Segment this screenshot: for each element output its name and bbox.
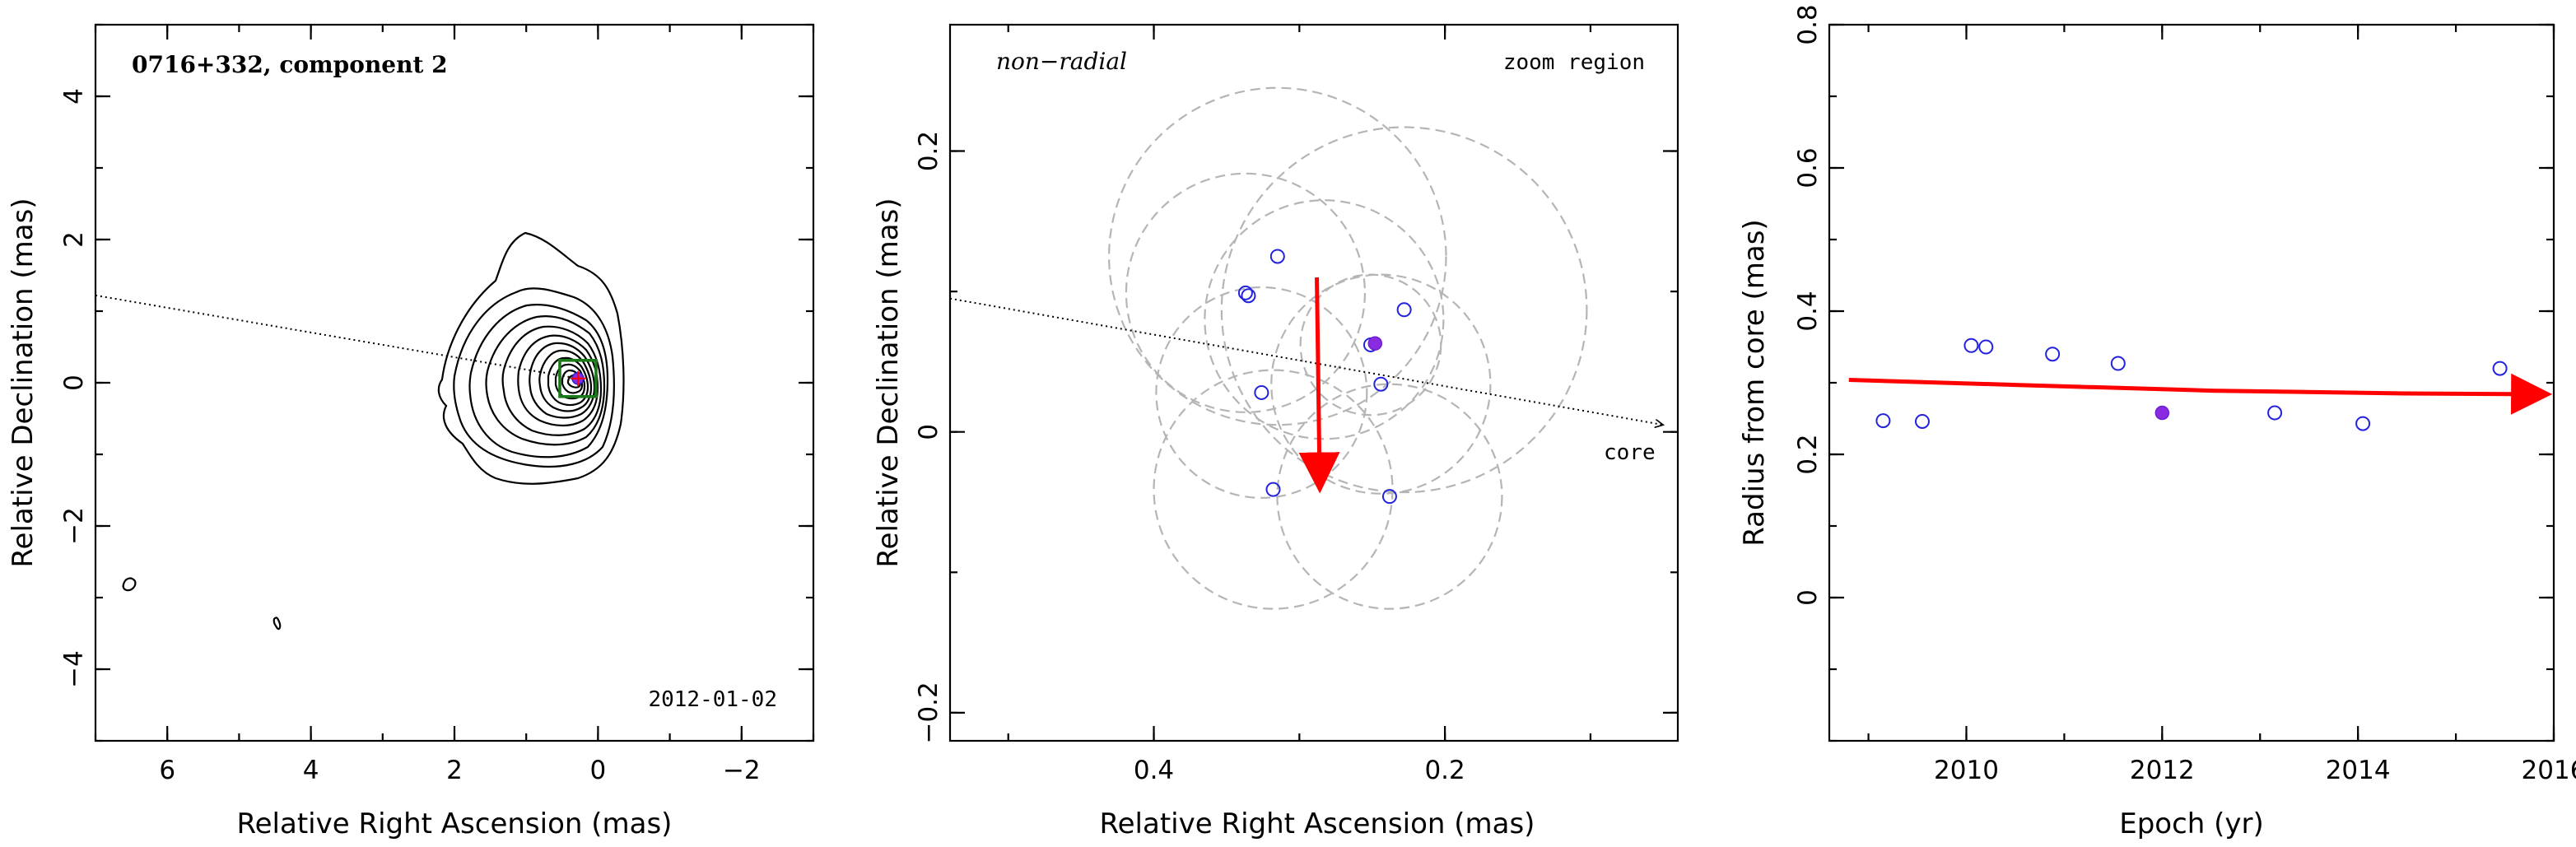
position-point (1254, 384, 1269, 400)
uncertainty-circle (1270, 273, 1492, 495)
y-tick-label: 2 (59, 231, 89, 248)
radius-point (1875, 413, 1891, 429)
position-point (1269, 249, 1285, 264)
radius-point (1963, 337, 1979, 353)
tick-labels: 6 4 2 0 −2 −4 −2 0 2 4 (59, 88, 761, 785)
x-axis-label: Epoch (yr) (2119, 807, 2264, 840)
panel-zoom-region: 0.4 0.2 −0.2 0 0.2 non−radial zoom region co… (872, 23, 1679, 840)
core-label: core (1604, 440, 1656, 465)
x-tick-label: 0.4 (1134, 756, 1174, 785)
x-axis-label: Relative Right Ascension (mas) (1100, 807, 1535, 840)
y-axis-label: Radius from core (mas) (1738, 219, 1771, 546)
position-point (1373, 376, 1389, 392)
x-tick-label: 4 (303, 756, 319, 785)
isolated-contour-1 (122, 577, 137, 592)
x-tick-label: 0.2 (1424, 756, 1465, 785)
position-point (1396, 302, 1412, 318)
zoom-region-label: zoom region (1503, 50, 1645, 75)
radial-fit-arrow (1848, 373, 2553, 415)
contour-level-11 (561, 369, 584, 394)
tick-labels: 2010 2012 2014 2016 0 0.2 0.4 0.6 0.8 (1793, 4, 2576, 785)
uncertainty-circle (1220, 126, 1588, 494)
radius-point (2267, 405, 2283, 421)
component-positions (1237, 249, 1412, 505)
uncertainty-circles (1107, 86, 1588, 610)
core-direction-line (950, 297, 1663, 426)
tick-marks (1829, 23, 2555, 742)
tick-marks (94, 23, 815, 742)
motion-vector-arrow (1298, 277, 1340, 494)
x-tick-label: 6 (159, 756, 175, 785)
uncertainty-circle (1125, 172, 1367, 413)
contour-level-7 (529, 342, 596, 419)
y-tick-label: 0.6 (1793, 147, 1823, 188)
panel-contour-map: 6 4 2 0 −2 −4 −2 0 2 4 (7, 23, 815, 840)
position-point (1265, 482, 1281, 497)
contour-level-4 (485, 315, 606, 446)
contour-level-3 (468, 304, 609, 458)
component-fit-box (558, 358, 598, 398)
uncertainty-circle (1153, 369, 1394, 610)
y-tick-label: 0.8 (1793, 4, 1823, 44)
contour-level-8 (538, 349, 593, 412)
y-axis-label: Relative Declination (mas) (7, 198, 40, 567)
contour-level-5 (501, 325, 603, 436)
plot-frame (948, 23, 1679, 742)
y-tick-label: 4 (59, 88, 89, 105)
selected-radius-point (2154, 405, 2170, 421)
x-tick-label: 2012 (2130, 756, 2195, 785)
position-point (1237, 285, 1253, 300)
y-tick-label: 0 (1793, 589, 1823, 606)
contour-set (437, 231, 625, 485)
panel-radius-vs-epoch: 2010 2012 2014 2016 0 0.2 0.4 0.6 0.8 Epoch (yr)… (1738, 4, 2576, 840)
position-point (1241, 288, 1256, 304)
position-point (1381, 489, 1397, 505)
x-tick-label: 2010 (1934, 756, 1999, 785)
y-tick-label: −2 (59, 507, 89, 545)
contour-level-10 (554, 363, 586, 400)
y-axis-label: Relative Declination (mas) (872, 198, 905, 567)
x-tick-label: 2016 (2522, 756, 2576, 785)
radius-point (1914, 413, 1930, 429)
y-tick-label: 0.2 (1793, 434, 1823, 474)
uncertainty-circle (1276, 383, 1503, 610)
y-tick-label: 0 (59, 375, 89, 391)
x-tick-label: 2014 (2326, 756, 2391, 785)
tick-marks (950, 25, 1678, 741)
x-tick-label: 0 (590, 756, 607, 785)
radius-point (2355, 416, 2371, 431)
contour-level-6 (517, 334, 599, 427)
contour-level-2 (453, 287, 615, 468)
x-tick-label: −2 (723, 756, 761, 785)
x-tick-label: 2 (446, 756, 463, 785)
panel-title: 0716+332, component 2 (132, 51, 448, 78)
tick-labels: 0.4 0.2 −0.2 0 0.2 (914, 131, 1465, 785)
radius-point (1978, 339, 1994, 355)
radius-point (2110, 356, 2126, 371)
isolated-contour-2 (273, 617, 282, 631)
contour-level-1 (437, 231, 625, 485)
non-radial-label: non−radial (996, 48, 1127, 75)
uncertainty-circle (1155, 286, 1368, 499)
uncertainty-circle (1107, 86, 1447, 426)
epoch-date-label: 2012-01-02 (648, 687, 777, 712)
radius-point (2492, 361, 2508, 376)
y-tick-label: −0.2 (914, 682, 943, 743)
y-tick-label: 0.2 (914, 131, 943, 171)
y-tick-label: 0.4 (1793, 291, 1823, 331)
x-axis-label: Relative Right Ascension (mas) (237, 807, 673, 840)
y-tick-label: 0 (914, 424, 943, 440)
contour-image (95, 231, 625, 631)
y-tick-label: −4 (59, 650, 89, 688)
selected-position-point (1367, 336, 1383, 351)
radius-points (1875, 337, 2508, 431)
radius-point (2045, 347, 2061, 362)
uncertainty-circle (1204, 199, 1445, 440)
